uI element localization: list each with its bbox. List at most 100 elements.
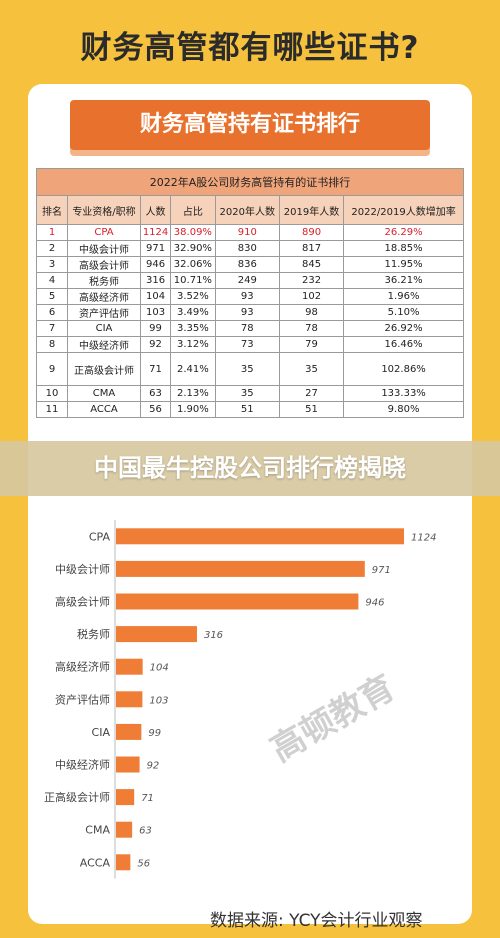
table-cell: 104 — [139, 288, 172, 305]
category-label: CMA — [85, 824, 110, 837]
source-note: 数据来源: YCY会计行业观察 — [210, 911, 423, 931]
bar — [116, 821, 133, 838]
category-label: 高级经济师 — [55, 660, 110, 674]
table-header-cell: 占比 — [170, 195, 216, 225]
table-cell: 817 — [278, 240, 345, 257]
table-cell: 18.85% — [343, 240, 464, 257]
bar — [116, 691, 143, 708]
table-cell: 10 — [36, 385, 68, 402]
bar — [116, 854, 131, 871]
category-label: CPA — [89, 530, 111, 543]
table-cell: 78 — [214, 320, 280, 337]
table-cell: 1.90% — [170, 401, 216, 418]
table-cell: 3.49% — [170, 304, 216, 321]
table-cell: 56 — [139, 401, 172, 418]
table-cell: 35 — [278, 352, 345, 386]
category-label: 高级会计师 — [55, 595, 110, 609]
table-row: 1 CPA 1124 38.09% 910 890 26.29% — [36, 224, 464, 241]
category-label: CIA — [92, 726, 111, 739]
category-label: 资产评估师 — [55, 692, 110, 706]
table-row: 4 税务师 316 10.71% 249 232 36.21% — [36, 272, 464, 289]
table-cell: 73 — [214, 336, 280, 353]
table-cell: 316 — [139, 272, 172, 289]
table-cell: 3.12% — [170, 336, 216, 353]
table-cell: 1124 — [139, 224, 172, 241]
bar-value-label: 63 — [139, 826, 152, 837]
table-cell: 9 — [36, 352, 68, 386]
bar-value-label: 99 — [148, 728, 161, 739]
table-cell: 中级会计师 — [67, 240, 141, 257]
table-cell: 3.52% — [170, 288, 216, 305]
table-cell: 36.21% — [343, 272, 464, 289]
table-header-cell: 2022/2019人数增加率 — [343, 195, 464, 225]
table-cell: 51 — [214, 401, 280, 418]
table-cell: 7 — [36, 320, 68, 337]
bar-value-label: 103 — [149, 695, 168, 706]
table-cell: 2.13% — [170, 385, 216, 402]
table-caption: 2022年A股公司财务高管持有的证书排行 — [36, 168, 464, 196]
table-cell: 133.33% — [343, 385, 464, 402]
table-cell: 5.10% — [343, 304, 464, 321]
table-cell: 4 — [36, 272, 68, 289]
table-cell: 93 — [214, 304, 280, 321]
table-cell: 910 — [214, 224, 280, 241]
table-cell: 9.80% — [343, 401, 464, 418]
table-cell: 971 — [139, 240, 172, 257]
table-cell: 35 — [214, 352, 280, 386]
table-cell: 11 — [36, 401, 68, 418]
table-cell: 2 — [36, 240, 68, 257]
table-cell: ACCA — [67, 401, 141, 418]
table-cell: CPA — [67, 224, 141, 241]
section-banner: 财务高管持有证书排行 — [70, 100, 430, 150]
category-label: 中级经济师 — [55, 758, 110, 772]
table-cell: CMA — [67, 385, 141, 402]
table-row: 8 中级经济师 92 3.12% 73 79 16.46% — [36, 336, 464, 353]
table-cell: 27 — [278, 385, 345, 402]
table-header-cell: 2020年人数 — [214, 195, 280, 225]
table-header-cell: 排名 — [36, 195, 68, 225]
table-cell: 63 — [139, 385, 172, 402]
table-cell: 249 — [214, 272, 280, 289]
bar-value-label: 92 — [147, 761, 160, 772]
bar — [116, 756, 140, 773]
table-row: 10 CMA 63 2.13% 35 27 133.33% — [36, 385, 464, 402]
table-cell: 102.86% — [343, 352, 464, 386]
page-title: 财务高管都有哪些证书? — [80, 30, 420, 66]
table-cell: 3 — [36, 256, 68, 273]
bar-value-label: 56 — [137, 858, 150, 869]
table-cell: 26.29% — [343, 224, 464, 241]
headline-ribbon-label: 中国最牛控股公司排行榜揭晓 — [94, 454, 406, 482]
table-row: 5 高级经济师 104 3.52% 93 102 1.96% — [36, 288, 464, 305]
table-cell: 16.46% — [343, 336, 464, 353]
bar — [116, 658, 143, 675]
table-cell: 高级经济师 — [67, 288, 141, 305]
table-header-cell: 人数 — [139, 195, 172, 225]
table-cell: 高级会计师 — [67, 256, 141, 273]
table-cell: 1.96% — [343, 288, 464, 305]
table-cell: 6 — [36, 304, 68, 321]
category-label: 中级会计师 — [55, 563, 110, 576]
table-cell: 26.92% — [343, 320, 464, 337]
table-cell: 890 — [278, 224, 345, 241]
bar-value-label: 316 — [204, 630, 223, 641]
table-cell: 946 — [139, 256, 172, 273]
table-cell: 正高级会计师 — [67, 352, 141, 386]
ranking-table: 2022年A股公司财务高管持有的证书排行 排名 专业资格/职称 人数 占比 2020年人… — [36, 168, 464, 418]
table-cell: 98 — [278, 304, 345, 321]
category-label: 税务师 — [77, 627, 110, 641]
category-label: 正高级会计师 — [44, 790, 110, 804]
table-cell: 5 — [36, 288, 68, 305]
table-cell: 11.95% — [343, 256, 464, 273]
table-cell: 51 — [278, 401, 345, 418]
table-row: 11 ACCA 56 1.90% 51 51 9.80% — [36, 401, 464, 418]
table-row: 9 正高级会计师 71 2.41% 35 35 102.86% — [36, 352, 464, 386]
table-cell: 92 — [139, 336, 172, 353]
table-row: 7 CIA 99 3.35% 78 78 26.92% — [36, 320, 464, 337]
watermark-logo: 高顿教育 — [264, 667, 402, 770]
table-cell: 32.90% — [170, 240, 216, 257]
bar-value-label: 971 — [372, 565, 391, 576]
bar — [116, 723, 142, 740]
table-row: 6 资产评估师 103 3.49% 93 98 5.10% — [36, 304, 464, 321]
table-cell: 10.71% — [170, 272, 216, 289]
table-cell: 税务师 — [67, 272, 141, 289]
